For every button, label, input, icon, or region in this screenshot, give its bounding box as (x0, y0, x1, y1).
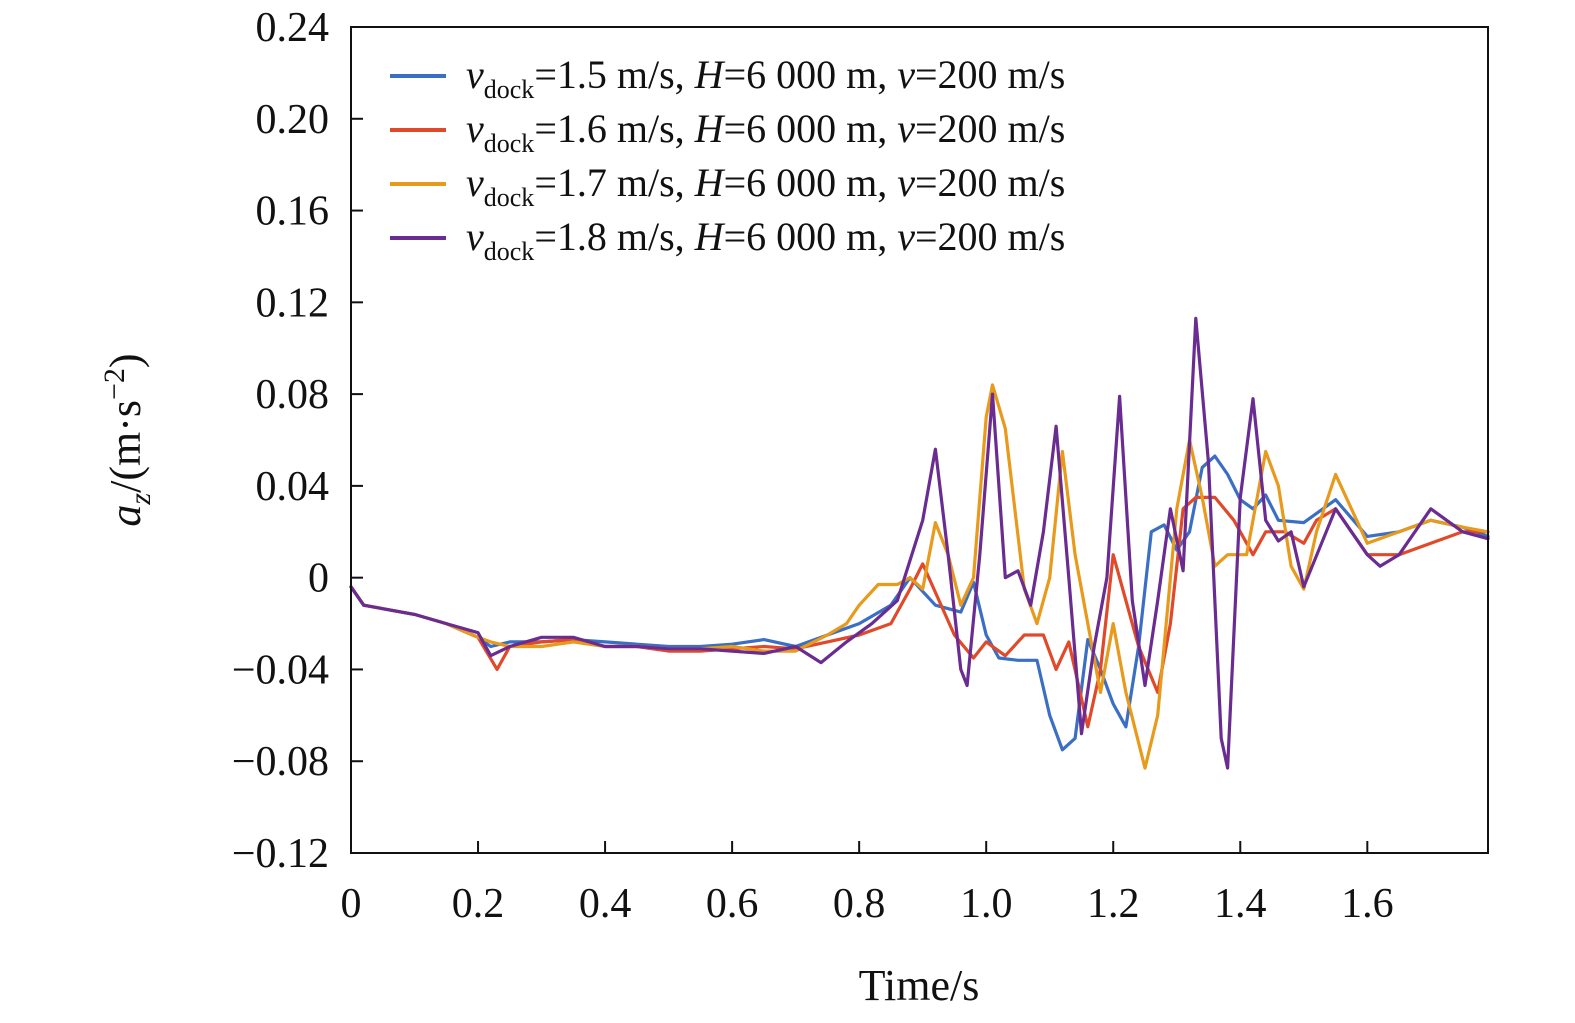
y-axis-title-unit: /(m·s (101, 400, 150, 493)
x-tick-label: 1.0 (960, 881, 1013, 927)
x-tick-label: 0.2 (452, 881, 505, 927)
y-tick-label: −0.04 (232, 647, 329, 693)
y-axis-title-main: a (101, 505, 150, 527)
y-axis-title-close: ) (101, 353, 150, 368)
x-tick-label: 1.2 (1087, 881, 1140, 927)
x-tick-label: 1.4 (1214, 881, 1267, 927)
y-tick-label: 0.24 (256, 5, 330, 51)
y-axis-title-sup: −2 (98, 368, 131, 400)
y-axis-title-sub: z (124, 493, 157, 506)
x-tick-label: 0.4 (579, 881, 632, 927)
y-tick-label: 0.12 (256, 280, 330, 326)
x-tick-label: 0.8 (833, 881, 886, 927)
series-line-4 (349, 316, 1490, 770)
x-tick-label: 0 (341, 881, 362, 927)
legend-entry-3: vdock=1.7 m/s, H=6 000 m, v=200 m/s (466, 160, 1065, 212)
y-tick-label: −0.12 (232, 831, 329, 877)
x-tick-label: 1.6 (1341, 881, 1394, 927)
x-tick-label: 0.6 (706, 881, 759, 927)
y-tick-label: −0.08 (232, 739, 329, 785)
legend-entry-4: vdock=1.8 m/s, H=6 000 m, v=200 m/s (466, 214, 1065, 266)
legend-entry-1: vdock=1.5 m/s, H=6 000 m, v=200 m/s (466, 52, 1065, 104)
y-axis-title: az/(m·s−2) (98, 353, 157, 526)
plot-frame (350, 26, 1489, 854)
y-tick-label: 0 (308, 556, 329, 602)
y-axis: −0.12 −0.08 −0.04 0 0.04 0.08 0.12 0.16 0.20 0.24 (232, 5, 363, 877)
legend: vdock=1.5 m/s, H=6 000 m, v=200 m/svdock… (390, 52, 1065, 266)
y-tick-label: 0.16 (256, 189, 330, 235)
y-tick-label: 0.20 (256, 97, 330, 143)
series-line-1 (349, 454, 1490, 752)
legend-entry-2: vdock=1.6 m/s, H=6 000 m, v=200 m/s (466, 106, 1065, 158)
x-axis-title: Time/s (859, 961, 980, 1010)
y-tick-label: 0.04 (256, 464, 330, 510)
series-line-3 (349, 383, 1490, 770)
series-layer (349, 316, 1490, 770)
x-axis: 0 0.2 0.4 0.6 0.8 1.0 1.2 1.4 1.6 (341, 841, 1394, 927)
y-tick-label: 0.08 (256, 372, 330, 418)
